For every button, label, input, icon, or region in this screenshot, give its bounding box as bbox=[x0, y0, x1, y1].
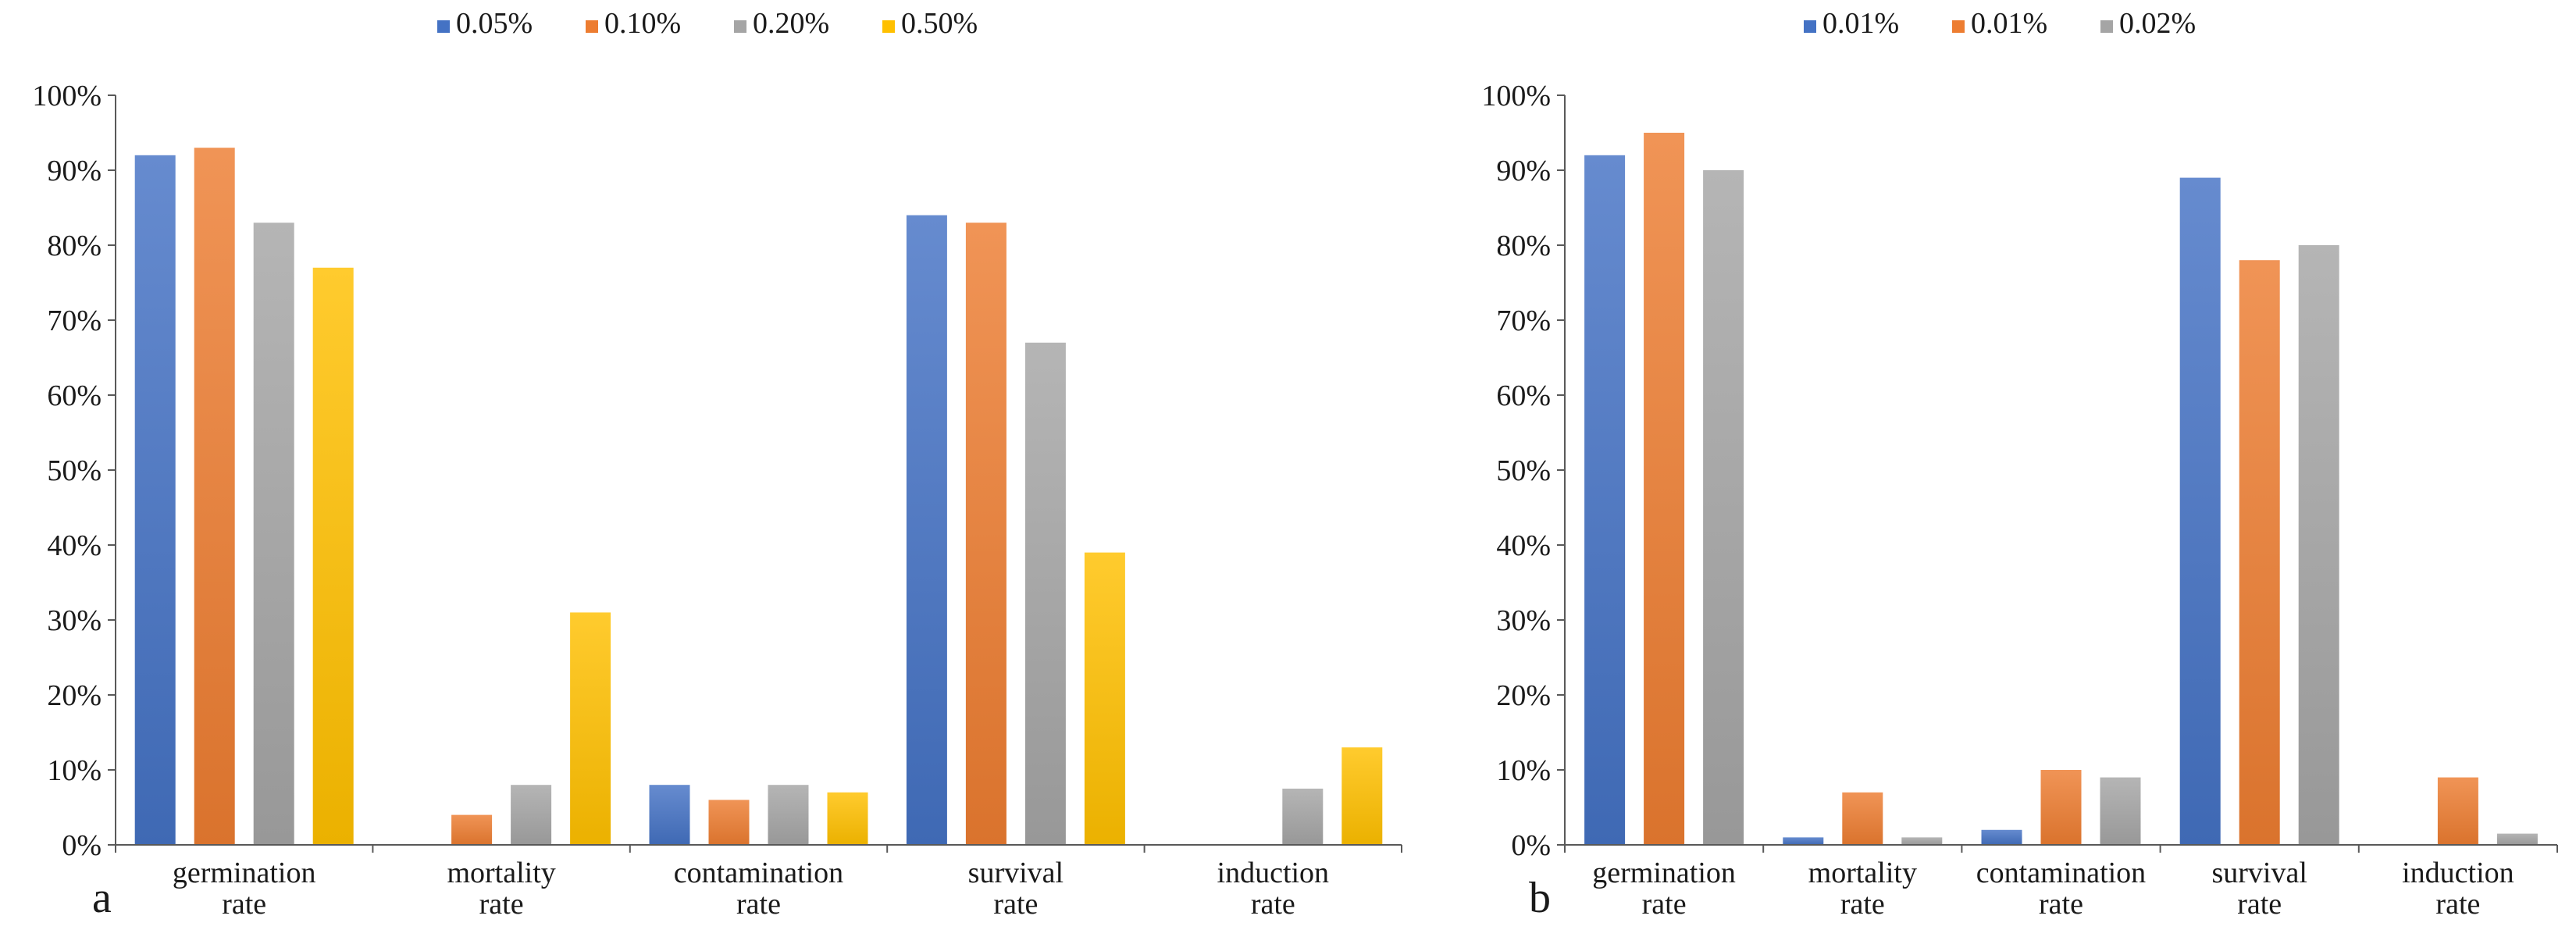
bar-050-cat4 bbox=[1341, 747, 1383, 845]
panel-label: a bbox=[92, 874, 112, 922]
bar-010-cat2 bbox=[708, 800, 750, 845]
bar-020-cat1 bbox=[511, 785, 552, 845]
bar-002-cat3 bbox=[2298, 245, 2339, 845]
legend-swatch bbox=[1804, 20, 1816, 33]
chart-panel-b: 0% 10% 20% 30% 40% 50% 60% 70% 80% 90% 100% germina… bbox=[1481, 7, 2558, 922]
bar-010-cat3 bbox=[965, 223, 1007, 845]
bar-001-cat1 bbox=[1842, 792, 1883, 845]
y-tick-label: 50% bbox=[1496, 454, 1551, 487]
bar-001-cat0 bbox=[1584, 155, 1626, 846]
bar-001-cat2 bbox=[2040, 770, 2082, 845]
legend-swatch bbox=[734, 20, 746, 33]
y-tick-label: 100% bbox=[1481, 80, 1551, 112]
bar-001-cat3 bbox=[2239, 260, 2280, 845]
x-category-label: induction rate bbox=[1217, 857, 1330, 921]
x-category-label: induction rate bbox=[2402, 857, 2514, 921]
x-category-label: survival rate bbox=[2211, 857, 2307, 921]
y-tick-label: 80% bbox=[47, 230, 102, 262]
legend-label: 0.20% bbox=[753, 7, 829, 40]
y-tick-label: 90% bbox=[1496, 155, 1551, 187]
y-tick-label: 50% bbox=[47, 454, 102, 487]
legend-label: 0.02% bbox=[2119, 7, 2196, 40]
x-category-label: contamination rate bbox=[1976, 857, 2146, 921]
legend-label: 0.01% bbox=[1822, 7, 1899, 40]
legend-swatch bbox=[437, 20, 450, 33]
legend-label: 0.50% bbox=[901, 7, 978, 40]
bar-005-cat0 bbox=[134, 155, 176, 846]
legend-swatch bbox=[882, 20, 895, 33]
y-tick-label: 40% bbox=[47, 529, 102, 562]
y-tick-label: 0% bbox=[1511, 829, 1551, 862]
bar-005-cat2 bbox=[649, 785, 690, 845]
y-tick-label: 70% bbox=[1496, 305, 1551, 337]
bar-001-cat3 bbox=[2179, 177, 2221, 846]
y-tick-label: 20% bbox=[47, 679, 102, 712]
bar-050-cat2 bbox=[827, 792, 868, 845]
bar-050-cat1 bbox=[570, 612, 611, 845]
y-tick-label: 80% bbox=[1496, 230, 1551, 262]
bar-001-cat0 bbox=[1644, 133, 1685, 845]
y-tick-label: 20% bbox=[1496, 679, 1551, 712]
y-tick-label: 10% bbox=[1496, 754, 1551, 787]
legend-label: 0.05% bbox=[456, 7, 533, 40]
bar-005-cat3 bbox=[906, 215, 947, 846]
bar-002-cat2 bbox=[2100, 777, 2141, 845]
bar-001-cat2 bbox=[1981, 829, 2022, 845]
x-category-label: mortality rate bbox=[447, 857, 555, 921]
y-tick-label: 30% bbox=[47, 604, 102, 637]
legend-label: 0.01% bbox=[1971, 7, 2047, 40]
bar-020-cat0 bbox=[253, 223, 294, 845]
bar-050-cat3 bbox=[1084, 552, 1125, 845]
bar-010-cat1 bbox=[451, 814, 493, 845]
bar-001-cat1 bbox=[1783, 837, 1824, 845]
x-category-label: mortality rate bbox=[1808, 857, 1917, 921]
x-category-label: germination rate bbox=[173, 857, 316, 921]
bar-010-cat0 bbox=[194, 148, 235, 845]
legend-label: 0.10% bbox=[604, 7, 681, 40]
y-tick-label: 10% bbox=[47, 754, 102, 787]
bar-020-cat3 bbox=[1024, 342, 1066, 845]
y-tick-label: 40% bbox=[1496, 529, 1551, 562]
y-tick-label: 60% bbox=[47, 379, 102, 412]
chart-panel-a: 0% 10% 20% 30% 40% 50% 60% 70% 80% 90% 100% germina… bbox=[32, 7, 1402, 922]
panel-label: b bbox=[1529, 874, 1551, 922]
y-tick-label: 70% bbox=[47, 305, 102, 337]
y-tick-label: 90% bbox=[47, 155, 102, 187]
x-category-label: survival rate bbox=[968, 857, 1064, 921]
bar-002-cat0 bbox=[1703, 170, 1744, 845]
bar-002-cat1 bbox=[1901, 837, 1943, 845]
legend-swatch bbox=[1952, 20, 1965, 33]
bar-002-cat4 bbox=[2496, 833, 2538, 845]
legend-swatch bbox=[2100, 20, 2113, 33]
bar-050-cat0 bbox=[312, 267, 354, 845]
y-tick-label: 30% bbox=[1496, 604, 1551, 637]
bar-020-cat4 bbox=[1282, 789, 1324, 845]
legend-swatch bbox=[586, 20, 598, 33]
bar-020-cat2 bbox=[768, 785, 809, 845]
y-tick-label: 60% bbox=[1496, 379, 1551, 412]
x-category-label: germination rate bbox=[1592, 857, 1736, 921]
x-category-label: contamination rate bbox=[674, 857, 843, 921]
y-tick-label: 0% bbox=[62, 829, 102, 862]
y-tick-label: 100% bbox=[32, 80, 102, 112]
bar-001-cat4 bbox=[2437, 777, 2478, 845]
